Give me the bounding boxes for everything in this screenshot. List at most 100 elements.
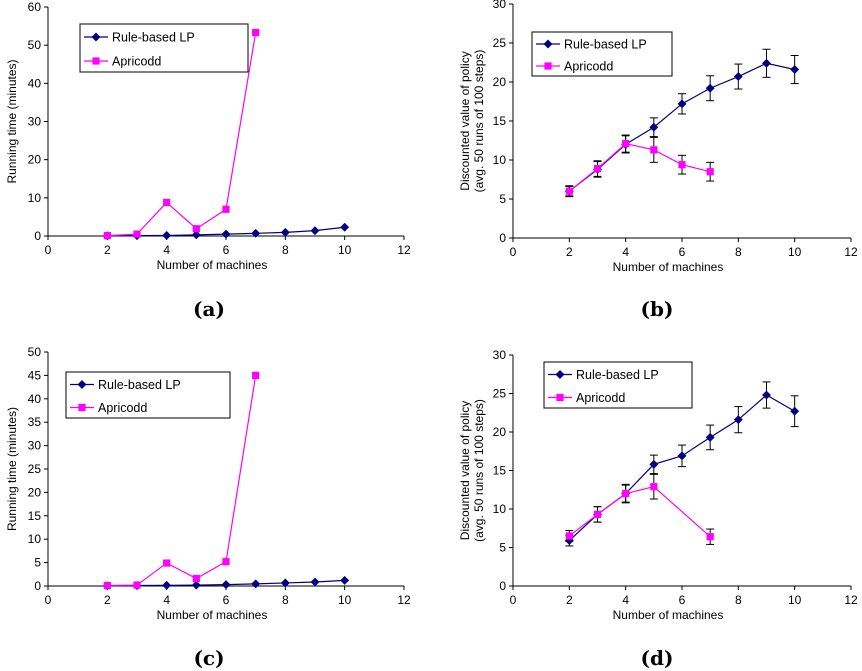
data-point-apricodd bbox=[133, 581, 141, 589]
data-point-rule-based-lp bbox=[191, 230, 201, 240]
x-tick-label: 2 bbox=[104, 593, 111, 607]
legend-marker-apricodd bbox=[92, 57, 100, 65]
x-tick-label: 12 bbox=[397, 593, 411, 607]
chart-d: 0 5 10 15 20 25 30 0 2 4 6 8 10 12 Number of machines D… bbox=[458, 348, 858, 622]
y-tick-label: 30 bbox=[493, 0, 507, 11]
x-tick-label: 10 bbox=[338, 593, 352, 607]
chart-b: 0 5 10 15 20 25 30 0 2 4 6 8 10 12 Number of machines D… bbox=[458, 0, 858, 274]
data-point-apricodd bbox=[593, 164, 602, 173]
legend-marker-rule-based-lp bbox=[543, 39, 553, 49]
legend-box bbox=[79, 23, 249, 73]
y-tick-label: 25 bbox=[493, 387, 507, 401]
data-point-apricodd bbox=[222, 205, 230, 213]
y-tick-label: 30 bbox=[493, 348, 507, 362]
x-tick-label: 0 bbox=[510, 593, 517, 607]
x-tick-label: 10 bbox=[788, 593, 802, 607]
y-tick-label: 15 bbox=[28, 509, 42, 523]
data-point-rule-based-lp bbox=[761, 390, 772, 400]
x-tick-label: 10 bbox=[788, 245, 802, 259]
legend-label-rule-based-lp: Rule-based LP bbox=[98, 378, 181, 392]
data-point-rule-based-lp bbox=[162, 230, 172, 240]
x-tick-label: 2 bbox=[566, 245, 573, 259]
y-tick-label: 20 bbox=[493, 75, 507, 89]
legend-marker-apricodd bbox=[544, 62, 552, 70]
data-point-rule-based-lp bbox=[310, 226, 320, 236]
x-tick-label: 8 bbox=[735, 245, 742, 259]
data-point-rule-based-lp bbox=[790, 64, 800, 75]
series-line-apricodd bbox=[107, 375, 257, 587]
data-point-apricodd bbox=[622, 490, 630, 498]
x-tick-label: 2 bbox=[104, 243, 111, 257]
data-point-apricodd bbox=[622, 140, 630, 148]
data-point-rule-based-lp bbox=[340, 575, 350, 585]
y-tick-label: 0 bbox=[499, 579, 506, 593]
data-point-rule-based-lp bbox=[340, 222, 350, 232]
x-tick-label: 4 bbox=[622, 245, 629, 259]
legend: Rule-based LP Apricodd bbox=[531, 31, 673, 77]
data-point-apricodd bbox=[593, 510, 602, 518]
y-tick-label: 40 bbox=[28, 392, 42, 406]
legend-marker-rule-based-lp bbox=[555, 369, 565, 380]
y-tick-label: 10 bbox=[493, 502, 507, 516]
y-axis-label-line2: (avg. 50 runs of 100 steps) bbox=[472, 50, 486, 193]
x-tick-label: 12 bbox=[397, 243, 411, 257]
y-tick-label: 20 bbox=[493, 425, 507, 439]
data-point-rule-based-lp bbox=[162, 580, 172, 590]
data-point-rule-based-lp bbox=[221, 229, 231, 239]
y-tick-label: 5 bbox=[499, 192, 506, 206]
x-axis-label: Number of machines bbox=[157, 608, 268, 622]
legend-label-rule-based-lp: Rule-based LP bbox=[112, 31, 195, 45]
series-line-apricodd bbox=[107, 32, 257, 237]
legend-label-rule-based-lp: Rule-based LP bbox=[564, 38, 647, 52]
y-axis-label: Running time (minutes) bbox=[5, 59, 19, 183]
y-tick-label: 0 bbox=[34, 229, 41, 243]
data-point-rule-based-lp bbox=[251, 579, 261, 589]
series-line-rule-based-lp bbox=[568, 394, 795, 542]
data-point-rule-based-lp bbox=[761, 58, 772, 68]
y-tick-label: 15 bbox=[493, 464, 507, 478]
data-point-rule-based-lp bbox=[705, 432, 715, 442]
y-tick-label: 5 bbox=[499, 541, 506, 555]
data-point-rule-based-lp bbox=[310, 577, 320, 587]
y-tick-label: 50 bbox=[28, 38, 42, 52]
y-axis-label: Discounted value of policy bbox=[458, 51, 472, 190]
x-tick-label: 12 bbox=[844, 245, 858, 259]
legend-box bbox=[543, 361, 693, 409]
legend: Rule-based LP Apricodd bbox=[543, 361, 693, 409]
series-line-apricodd bbox=[568, 486, 711, 538]
x-tick-label: 6 bbox=[223, 593, 230, 607]
x-tick-label: 6 bbox=[223, 243, 230, 257]
legend-label-rule-based-lp: Rule-based LP bbox=[576, 368, 659, 382]
data-point-apricodd bbox=[565, 532, 573, 540]
caption-c: (c) bbox=[193, 646, 225, 670]
x-axis-label: Number of machines bbox=[157, 258, 268, 272]
data-point-rule-based-lp bbox=[677, 451, 687, 461]
data-point-apricodd bbox=[252, 371, 260, 379]
y-tick-label: 5 bbox=[34, 556, 41, 570]
x-tick-label: 4 bbox=[163, 593, 170, 607]
x-axis-label: Number of machines bbox=[613, 608, 724, 622]
y-tick-label: 25 bbox=[493, 36, 507, 50]
y-tick-label: 20 bbox=[28, 153, 42, 167]
data-point-rule-based-lp bbox=[191, 580, 201, 590]
legend-label-apricodd: Apricodd bbox=[98, 401, 147, 415]
legend-label-apricodd: Apricodd bbox=[112, 55, 161, 69]
y-tick-label: 45 bbox=[28, 368, 42, 382]
data-point-rule-based-lp bbox=[649, 459, 659, 469]
data-point-rule-based-lp bbox=[649, 122, 659, 132]
x-tick-label: 12 bbox=[844, 593, 858, 607]
legend-marker-apricodd bbox=[78, 403, 86, 412]
y-axis-label: Running time (minutes) bbox=[5, 407, 19, 531]
y-tick-label: 60 bbox=[28, 0, 42, 14]
series-line-apricodd bbox=[568, 142, 711, 192]
x-tick-label: 0 bbox=[510, 245, 517, 259]
data-point-apricodd bbox=[163, 559, 171, 567]
caption-b: (b) bbox=[640, 297, 674, 321]
data-point-rule-based-lp bbox=[705, 83, 715, 93]
data-point-rule-based-lp bbox=[280, 227, 290, 237]
legend: Rule-based LP Apricodd bbox=[79, 23, 249, 73]
y-tick-label: 0 bbox=[34, 579, 41, 593]
y-tick-label: 40 bbox=[28, 76, 42, 90]
data-point-rule-based-lp bbox=[790, 406, 800, 416]
